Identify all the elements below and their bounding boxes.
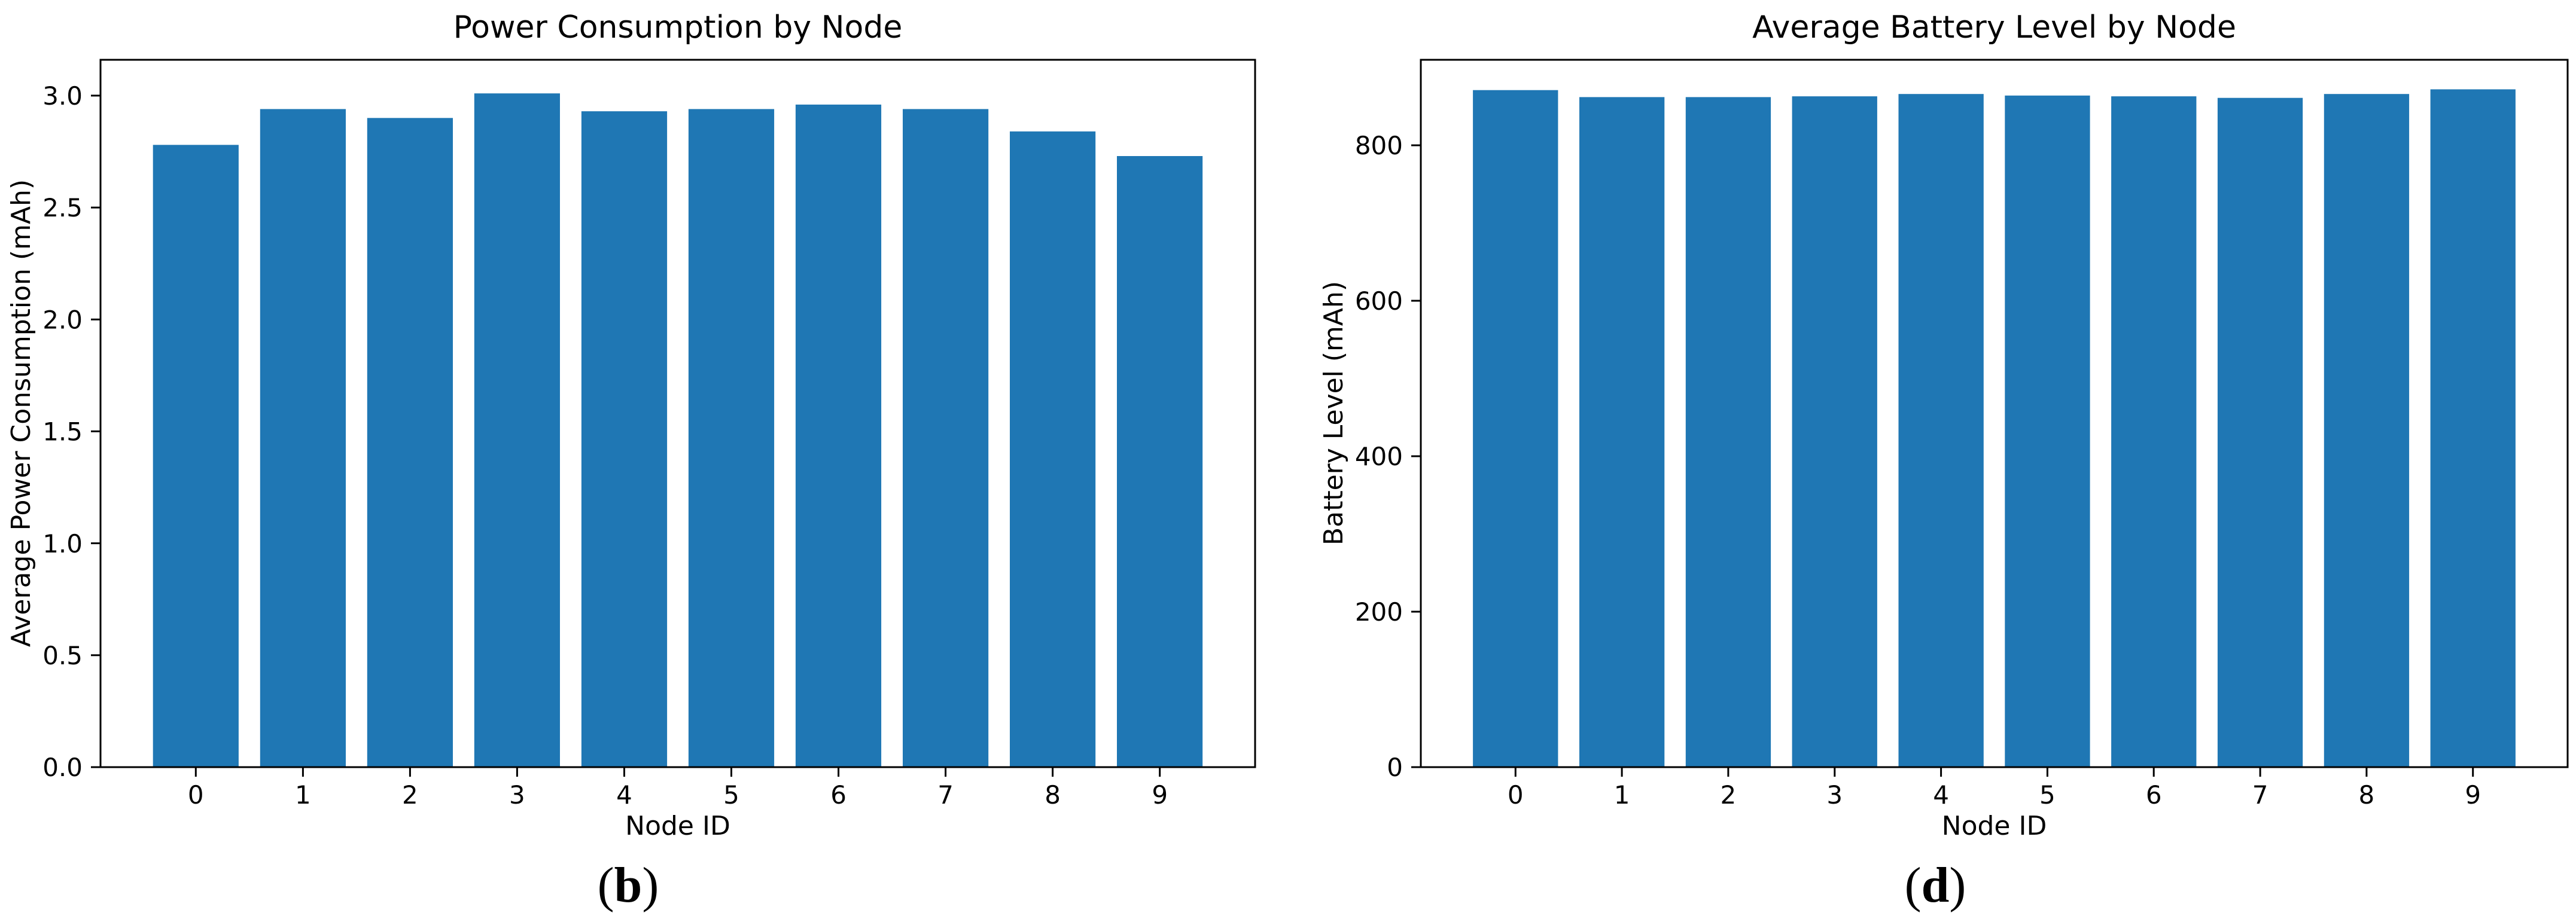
y-tick-label: 1.5 — [42, 417, 83, 447]
y-tick-label: 3.0 — [42, 81, 83, 111]
bar-node-9 — [2430, 89, 2516, 767]
plot-border — [99, 59, 1256, 768]
x-tick-label: 7 — [2252, 780, 2269, 810]
caption-close-paren: ) — [642, 857, 659, 913]
bar-node-8 — [2324, 94, 2410, 768]
caption-letter: b — [614, 857, 643, 913]
battery-x-axis-label: Node ID — [1941, 811, 2047, 841]
bar-node-1 — [260, 109, 346, 767]
caption-letter: d — [1921, 857, 1950, 913]
x-tick-label: 9 — [1152, 780, 1168, 810]
x-tick-label: 1 — [295, 780, 311, 810]
x-tick-label: 5 — [723, 780, 739, 810]
bar-node-9 — [1117, 156, 1203, 767]
x-tick-label: 0 — [1508, 780, 1524, 810]
subfigure-caption-d: (d) — [1304, 856, 2566, 914]
caption-close-paren: ) — [1949, 857, 1966, 913]
subfigure-caption-b: (b) — [0, 856, 1256, 914]
power-x-axis-label: Node ID — [625, 811, 730, 841]
bar-node-4 — [581, 111, 668, 768]
x-tick-label: 7 — [937, 780, 954, 810]
bar-node-7 — [903, 109, 989, 767]
y-tick-label: 0 — [1387, 753, 1403, 782]
y-tick-label: 1.0 — [42, 529, 83, 558]
bar-node-5 — [2005, 95, 2090, 767]
bar-node-0 — [153, 145, 239, 767]
bar-node-1 — [1579, 97, 1665, 767]
bar-node-0 — [1473, 90, 1558, 768]
plot-border — [1420, 59, 2569, 768]
y-tick-label: 600 — [1355, 286, 1403, 316]
x-tick-label: 8 — [2359, 780, 2375, 810]
y-tick-label: 2.0 — [42, 305, 83, 334]
bar-node-3 — [474, 93, 560, 768]
bar-node-8 — [1010, 131, 1096, 767]
x-tick-label: 5 — [2039, 780, 2056, 810]
caption-open-paren: ( — [597, 857, 614, 913]
bar-node-4 — [1898, 94, 1984, 768]
x-tick-label: 8 — [1045, 780, 1061, 810]
x-tick-label: 4 — [1933, 780, 1949, 810]
x-tick-label: 3 — [1826, 780, 1843, 810]
caption-open-paren: ( — [1904, 857, 1922, 913]
bar-node-2 — [1685, 97, 1771, 767]
bar-node-6 — [2111, 96, 2197, 768]
power-y-axis-label: Average Power Consumption (mAh) — [6, 179, 36, 648]
x-tick-label: 2 — [402, 780, 418, 810]
battery-y-axis-label: Battery Level (mAh) — [1319, 280, 1349, 546]
x-tick-label: 3 — [509, 780, 525, 810]
x-tick-label: 1 — [1614, 780, 1630, 810]
y-tick-label: 0.5 — [42, 641, 83, 670]
x-tick-label: 6 — [830, 780, 847, 810]
bar-node-2 — [367, 118, 453, 767]
bar-node-5 — [688, 109, 775, 767]
battery-chart-title: Average Battery Level by Node — [1752, 10, 2236, 45]
bar-node-7 — [2217, 97, 2303, 768]
y-tick-label: 200 — [1355, 597, 1403, 627]
x-tick-label: 2 — [1721, 780, 1737, 810]
y-tick-label: 400 — [1355, 442, 1403, 471]
x-tick-label: 0 — [188, 780, 204, 810]
bar-node-3 — [1792, 96, 1877, 768]
bar-node-6 — [795, 104, 882, 767]
y-tick-label: 800 — [1355, 131, 1403, 160]
x-tick-label: 9 — [2465, 780, 2481, 810]
power-chart-title: Power Consumption by Node — [453, 10, 903, 45]
x-tick-label: 4 — [616, 780, 632, 810]
y-tick-label: 2.5 — [42, 193, 83, 222]
y-tick-label: 0.0 — [42, 753, 83, 782]
x-tick-label: 6 — [2146, 780, 2162, 810]
